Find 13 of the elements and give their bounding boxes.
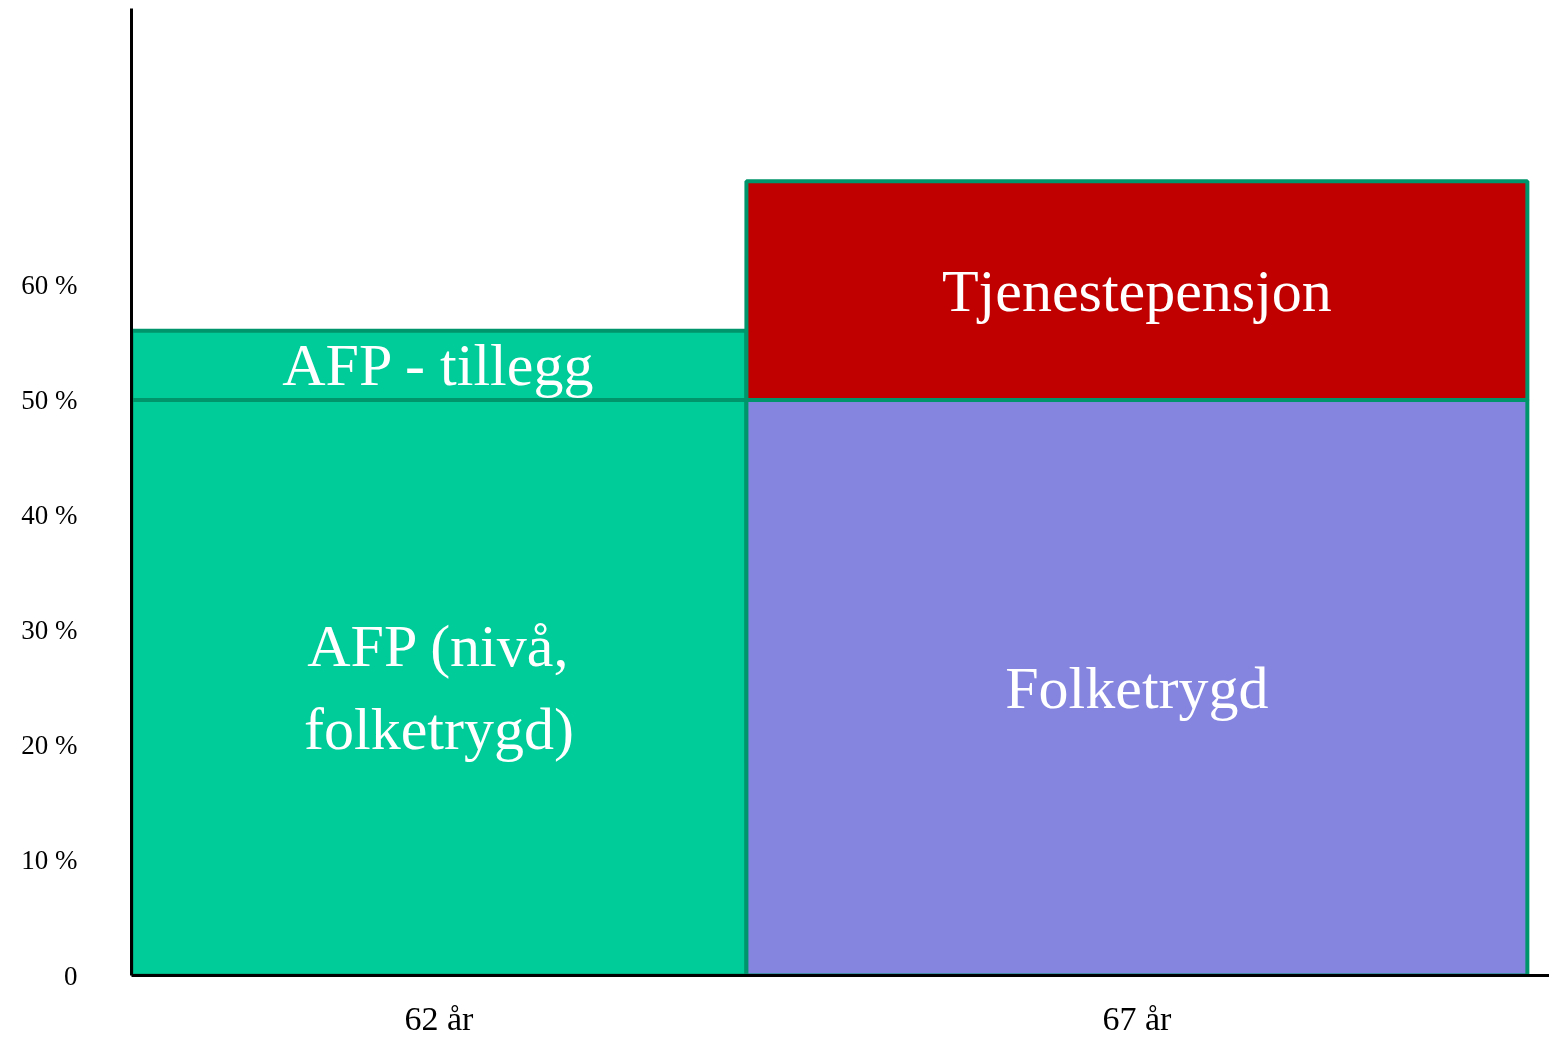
y-tick-label: 60 %	[21, 269, 78, 300]
series-label: AFP (nivå, folketrygd)	[304, 613, 574, 762]
x-tick-label: 62 år	[404, 999, 475, 1037]
y-tick-label: 0	[64, 960, 78, 991]
y-tick-label: 40 %	[21, 500, 78, 531]
y-tick-label: 50 %	[21, 384, 78, 415]
y-tick-label: 20 %	[21, 730, 78, 761]
y-tick-label: 10 %	[21, 845, 78, 876]
x-tick-label: 67 år	[1102, 999, 1173, 1037]
series-label: AFP - tillegg	[282, 332, 594, 399]
series-label: Tjenestepensjon	[941, 257, 1332, 324]
y-tick-label: 30 %	[21, 615, 78, 646]
series-label: Folketrygd	[1005, 654, 1269, 721]
